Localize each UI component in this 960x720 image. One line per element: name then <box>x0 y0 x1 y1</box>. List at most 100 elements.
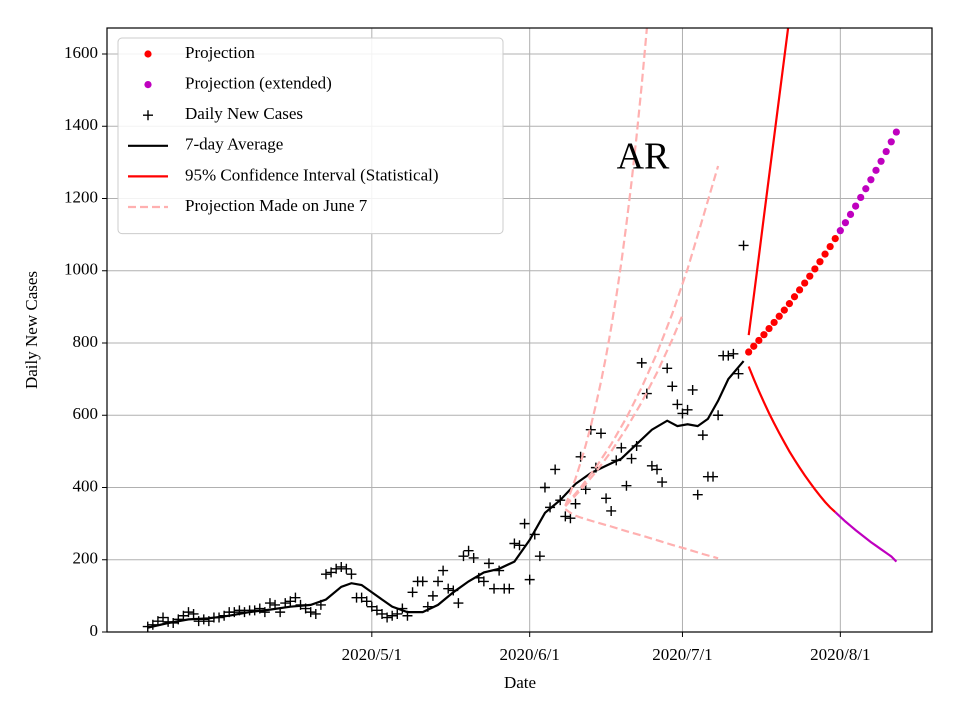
projection-dot <box>801 279 809 287</box>
projection-dot <box>806 272 814 280</box>
projection-dot <box>816 258 824 266</box>
plus-marker <box>438 565 449 576</box>
projection-dot <box>745 348 753 356</box>
legend-marker <box>144 81 152 89</box>
plus-marker <box>158 612 169 623</box>
plus-marker <box>178 610 189 621</box>
projection-dot <box>780 306 788 314</box>
plus-marker <box>509 538 520 549</box>
plus-marker <box>356 592 367 603</box>
y-tick-label: 1600 <box>64 43 98 62</box>
projection-dot <box>790 293 799 301</box>
plus-marker <box>188 608 199 619</box>
x-tick-label: 2020/7/1 <box>652 645 712 664</box>
axes-frame <box>106 27 933 633</box>
y-tick-label: 1000 <box>64 260 98 279</box>
plus-marker <box>524 574 535 585</box>
plus-marker <box>341 563 352 574</box>
plus-marker <box>713 410 724 421</box>
plus-marker <box>636 357 647 368</box>
projection-dot <box>882 147 890 156</box>
projection-dot <box>755 336 763 345</box>
plus-marker <box>366 601 377 612</box>
series-line <box>747 366 836 513</box>
projection-dot <box>862 185 870 193</box>
y-tick-label: 200 <box>73 549 99 568</box>
series-line <box>747 28 790 336</box>
plus-marker <box>320 569 331 580</box>
series-line <box>564 508 719 560</box>
series-line <box>147 360 745 629</box>
projection-dot <box>841 219 850 227</box>
projection-dot <box>857 193 865 202</box>
y-tick-label: 1200 <box>64 187 98 206</box>
plus-marker <box>662 363 673 374</box>
x-tick-label: 2020/5/1 <box>342 645 402 664</box>
plus-marker <box>697 430 708 441</box>
legend-box <box>117 37 504 235</box>
plus-marker <box>443 583 454 594</box>
plus-marker <box>387 610 398 621</box>
plus-marker <box>708 471 719 482</box>
plot-area <box>142 28 900 632</box>
plus-marker <box>433 576 444 587</box>
plus-marker <box>733 368 744 379</box>
plus-marker <box>468 552 479 563</box>
plus-marker <box>560 511 571 522</box>
plus-marker <box>290 592 301 603</box>
plus-marker <box>601 493 612 504</box>
plus-marker <box>371 605 382 616</box>
projection-dot <box>795 286 804 294</box>
y-axis-label: Daily New Cases <box>22 271 41 389</box>
annotation: AR <box>617 136 670 178</box>
plus-marker <box>565 513 576 524</box>
projection-dot <box>867 176 875 184</box>
plus-marker <box>173 614 184 625</box>
plus-marker <box>738 240 749 251</box>
plus-marker <box>331 563 342 574</box>
projection-dot <box>887 138 895 146</box>
plus-marker <box>585 424 596 435</box>
plus-marker <box>570 498 581 509</box>
plus-marker <box>427 590 438 601</box>
projection-dot <box>877 157 885 165</box>
y-tick-label: 400 <box>73 476 99 495</box>
plus-marker <box>407 587 418 598</box>
plus-marker <box>626 453 637 464</box>
series-line <box>564 165 720 507</box>
series-line <box>834 511 898 563</box>
plus-marker <box>346 569 357 580</box>
plus-marker <box>382 612 393 623</box>
projection-dot <box>826 242 834 251</box>
legend-label: 7-day Average <box>185 135 283 154</box>
plus-marker <box>657 477 668 488</box>
y-tick-label: 800 <box>73 332 99 351</box>
plus-marker <box>183 607 194 618</box>
plus-marker <box>728 348 739 359</box>
series-line <box>564 314 684 508</box>
projection-dot <box>750 342 758 350</box>
plus-marker <box>534 551 545 562</box>
plus-marker <box>687 384 698 395</box>
plus-marker <box>264 598 275 609</box>
projection-dot <box>770 318 778 327</box>
plus-marker <box>682 404 693 415</box>
plus-marker <box>259 607 270 618</box>
series-line <box>564 28 648 507</box>
plus-marker <box>616 442 627 453</box>
projection-dot <box>846 210 855 219</box>
y-tick-label: 1400 <box>64 115 98 134</box>
plus-marker <box>458 551 469 562</box>
y-tick-label: 600 <box>73 404 99 423</box>
plus-marker <box>539 482 550 493</box>
legend-label: 95% Confidence Interval (Statistical) <box>185 165 439 184</box>
projection-dot <box>872 166 880 174</box>
plus-marker <box>361 596 372 607</box>
legend-marker <box>144 50 152 58</box>
projection-dot <box>831 235 839 243</box>
plus-marker <box>453 598 464 609</box>
legend-label: Projection <box>185 43 255 62</box>
plus-marker <box>519 518 530 529</box>
plus-marker <box>595 428 606 439</box>
plus-marker <box>305 607 316 618</box>
